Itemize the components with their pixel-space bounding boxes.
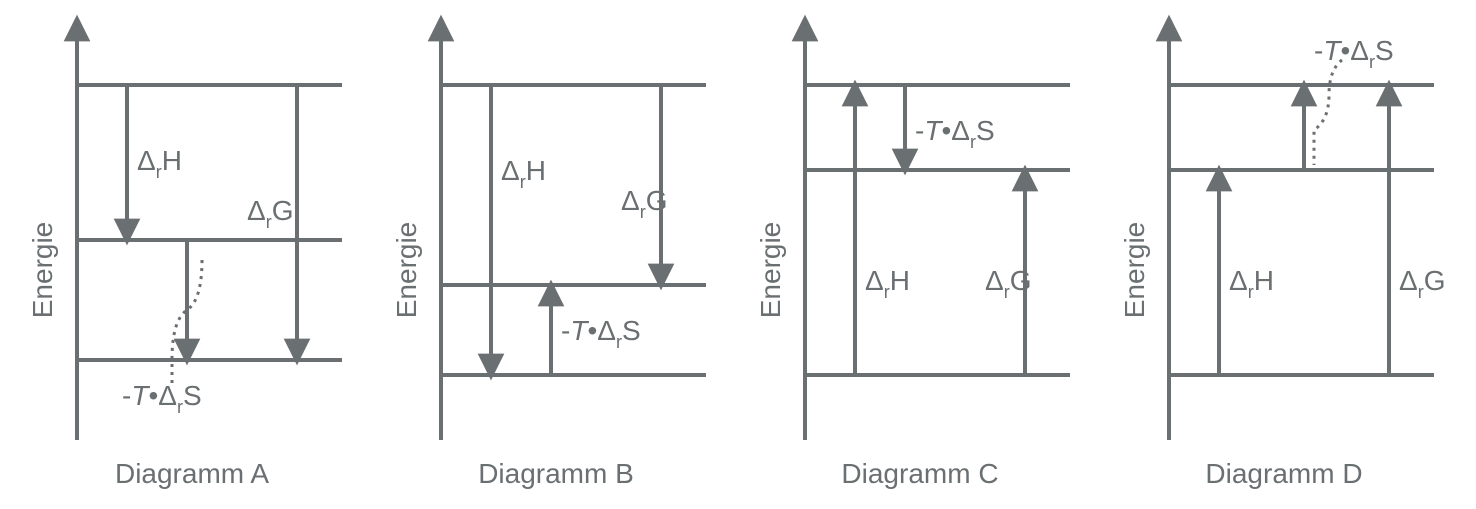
- panel-D: Energie ΔrH ΔrG -T•ΔrS Diagramm D: [1114, 10, 1454, 490]
- caption-B: Diagramm B: [478, 458, 634, 490]
- panel-B: Energie ΔrH ΔrG -T•ΔrS Diagramm B: [386, 10, 726, 490]
- diagram-B-svg: Energie ΔrH ΔrG -T•ΔrS: [386, 10, 726, 450]
- axis-label: Energie: [1119, 222, 1150, 319]
- panel-A: Energie ΔrH ΔrG -T•ΔrS Diagramm A: [22, 10, 362, 490]
- diagram-A-svg: Energie ΔrH ΔrG -T•ΔrS: [22, 10, 362, 450]
- panel-C: Energie ΔrH ΔrG -T•ΔrS Diagramm C: [750, 10, 1090, 490]
- label-dH: ΔrH: [1229, 265, 1274, 302]
- label-TdS: -T•ΔrS: [561, 315, 641, 352]
- label-TdS: -T•ΔrS: [915, 115, 995, 152]
- label-dH: ΔrH: [865, 265, 910, 302]
- diagram-D-svg: Energie ΔrH ΔrG -T•ΔrS: [1114, 10, 1454, 450]
- label-dG: ΔrG: [1399, 265, 1445, 302]
- diagram-C-svg: Energie ΔrH ΔrG -T•ΔrS: [750, 10, 1090, 450]
- axis-label: Energie: [391, 222, 422, 319]
- axis-label: Energie: [27, 222, 58, 319]
- label-dG: ΔrG: [247, 195, 293, 232]
- label-dH: ΔrH: [137, 145, 182, 182]
- label-dH: ΔrH: [501, 155, 546, 192]
- label-TdS: -T•ΔrS: [1314, 35, 1394, 72]
- label-TdS: -T•ΔrS: [122, 380, 202, 417]
- caption-A: Diagramm A: [115, 458, 269, 490]
- caption-D: Diagramm D: [1205, 458, 1362, 490]
- diagram-container: Energie ΔrH ΔrG -T•ΔrS Diagramm A: [0, 0, 1476, 509]
- caption-C: Diagramm C: [841, 458, 998, 490]
- axis-label: Energie: [755, 222, 786, 319]
